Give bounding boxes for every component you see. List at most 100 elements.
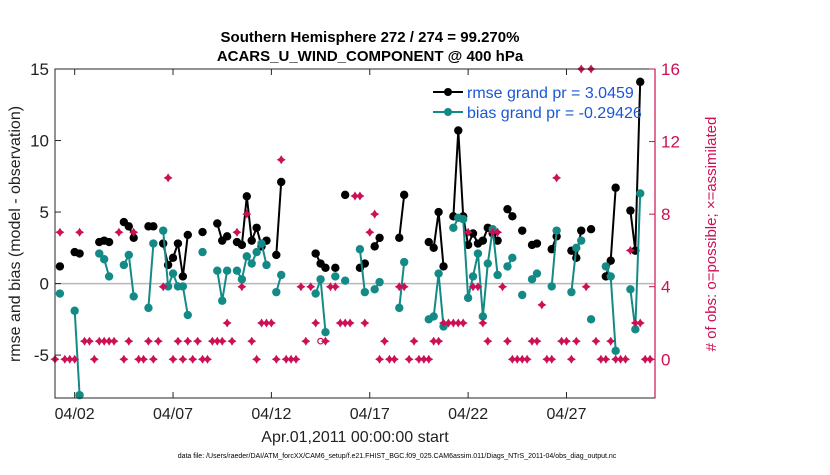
- y-tick-label-left: 5: [40, 203, 49, 222]
- obs-assimilated-marker: [345, 318, 355, 328]
- obs-assimilated-marker: [237, 282, 247, 292]
- rmse-point: [636, 77, 645, 87]
- obs-assimilated-marker: [522, 354, 532, 364]
- bias-point: [552, 226, 561, 235]
- obs-assimilated-marker: [512, 354, 522, 364]
- obs-assimilated-marker: [606, 336, 616, 346]
- bias-point: [247, 259, 256, 268]
- rmse-point: [439, 262, 448, 271]
- obs-assimilated-marker: [404, 354, 414, 364]
- rmse-point: [375, 233, 384, 242]
- obs-assimilated-marker: [286, 354, 296, 364]
- obs-assimilated-marker: [178, 354, 188, 364]
- bias-point: [458, 214, 468, 224]
- legend: rmse grand pr = 3.0459 bias grand pr = -0…: [433, 85, 642, 122]
- bias-point: [577, 236, 586, 245]
- obs-assimilated-marker: [321, 336, 330, 346]
- obs-assimilated-marker: [89, 354, 99, 364]
- y-tick-label-left: 15: [30, 60, 49, 79]
- obs-assimilated-marker: [281, 354, 291, 364]
- obs-assimilated-marker: [70, 354, 80, 364]
- rmse-point: [183, 230, 192, 240]
- bias-point: [183, 310, 192, 320]
- obs-assimilated-marker: [370, 209, 380, 219]
- obs-assimilated-marker: [640, 354, 650, 364]
- bias-point: [119, 260, 129, 270]
- obs-assimilated-marker: [458, 318, 468, 328]
- obs-assimilated-marker: [119, 354, 129, 364]
- obs-assimilated-marker: [630, 318, 640, 328]
- bias-point: [572, 243, 581, 253]
- obs-assimilated-marker: [271, 354, 281, 364]
- rmse-point: [55, 262, 65, 271]
- y-tick-label-right: 0: [661, 350, 670, 369]
- obs-assimilated-marker: [109, 336, 119, 346]
- y-tick-label-right: 4: [661, 278, 670, 297]
- bias-point: [503, 262, 512, 271]
- y-axis-label-left: rmse and bias (model - observation): [7, 106, 24, 362]
- x-tick-label: 04/22: [448, 406, 488, 423]
- bias-point: [75, 390, 84, 400]
- y-tick-label-right: 16: [661, 60, 680, 79]
- rmse-point: [252, 223, 261, 232]
- obs-assimilated-marker: [168, 354, 178, 364]
- obs-assimilated-marker: [360, 318, 370, 328]
- obs-assimilated-marker: [242, 209, 252, 219]
- legend-marker-bias: [444, 108, 452, 116]
- bias-point: [631, 325, 640, 334]
- obs-assimilated-marker: [493, 227, 503, 237]
- rmse-point: [577, 226, 586, 235]
- obs-assimilated-marker: [139, 354, 148, 364]
- bias-line-segment: [398, 261, 406, 309]
- obs-assimilated-marker: [134, 354, 144, 364]
- obs-assimilated-marker: [380, 336, 389, 346]
- y-tick-label-left: -5: [34, 346, 49, 365]
- obs-assimilated-marker: [60, 354, 70, 364]
- footer-data-file: data file: /Users/raeder/DAI/ATM_forcXX/…: [178, 453, 617, 460]
- rmse-point: [434, 207, 443, 217]
- obs-assimilated-marker: [247, 336, 257, 346]
- obs-assimilated-marker: [453, 318, 463, 328]
- x-tick-label: 04/27: [546, 406, 586, 423]
- rmse-point: [340, 190, 350, 200]
- obs-assimilated-marker: [507, 354, 517, 364]
- bias-point: [626, 285, 635, 294]
- bias-line-segment: [162, 230, 189, 316]
- rmse-point: [222, 232, 232, 241]
- rmse-point: [321, 263, 330, 273]
- obs-assimilated-marker: [532, 336, 542, 346]
- obs-assimilated-marker: [124, 336, 134, 346]
- y-axis-label-right: # of obs: o=possible; ×=assimilated: [703, 117, 720, 352]
- bias-point: [586, 315, 596, 324]
- x-tick-label: 04/07: [153, 406, 193, 423]
- obs-assimilated-marker: [212, 336, 222, 346]
- bias-point: [163, 282, 173, 291]
- obs-assimilated-marker: [291, 354, 301, 364]
- bias-point: [636, 189, 645, 198]
- rmse-point: [493, 236, 502, 245]
- bias-point: [375, 277, 384, 287]
- rmse-point: [463, 240, 473, 250]
- rmse-point: [424, 237, 433, 247]
- bias-point: [262, 260, 271, 270]
- obs-assimilated-marker: [104, 336, 114, 346]
- obs-assimilated-marker: [153, 336, 163, 346]
- obs-assimilated-marker: [80, 336, 89, 346]
- rmse-point: [429, 243, 438, 253]
- legend-label-bias: bias grand pr = -0.29426: [467, 105, 642, 122]
- obs-assimilated-marker: [306, 282, 316, 292]
- legend-marker-rmse: [444, 88, 452, 96]
- bias-point: [449, 223, 458, 232]
- bias-point: [370, 285, 379, 294]
- obs-assimilated-marker: [335, 318, 345, 328]
- rmse-point: [168, 253, 178, 263]
- obs-possible-marker: [317, 337, 324, 345]
- rmse-point: [508, 212, 517, 221]
- obs-assimilated-marker: [84, 336, 94, 346]
- bias-point: [547, 282, 556, 291]
- obs-assimilated-marker: [527, 336, 537, 346]
- obs-assimilated-marker: [222, 318, 232, 328]
- obs-assimilated-marker: [173, 336, 183, 346]
- rmse-point: [173, 239, 183, 248]
- obs-assimilated-marker: [75, 227, 85, 237]
